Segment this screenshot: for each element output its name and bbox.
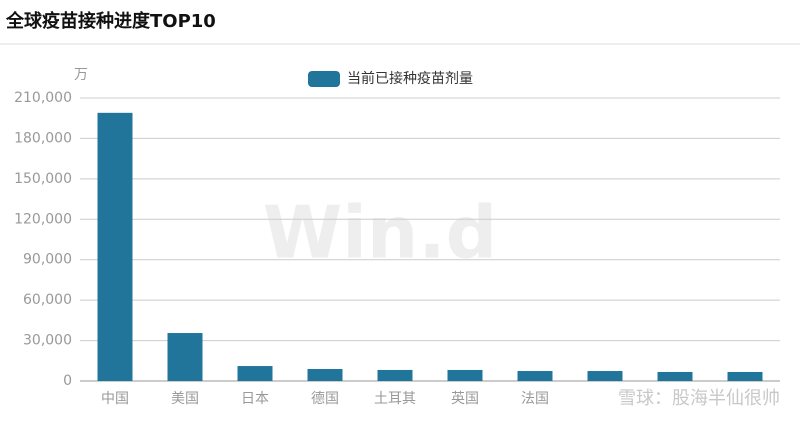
x-tick-label: 中国	[101, 391, 129, 407]
chart-title: 全球疫苗接种进度TOP10	[5, 10, 216, 32]
y-tick-label: 180,000	[14, 130, 72, 146]
x-tick-label: 美国	[171, 391, 199, 407]
x-tick-label: 法国	[521, 391, 549, 407]
y-tick-label: 210,000	[14, 90, 72, 106]
x-tick-label: 德国	[311, 391, 339, 407]
bar	[517, 371, 553, 381]
bar	[167, 333, 203, 381]
bar	[587, 371, 623, 381]
bar	[447, 369, 483, 381]
bar	[377, 369, 413, 381]
y-tick-label: 60,000	[23, 292, 72, 308]
y-tick-label: 120,000	[14, 211, 72, 227]
y-tick-label: 150,000	[14, 171, 72, 187]
legend-swatch	[308, 71, 340, 87]
y-tick-label: 0	[63, 373, 72, 389]
bar	[727, 371, 763, 381]
x-tick-label: 英国	[451, 390, 479, 407]
y-tick-label: 30,000	[23, 333, 72, 349]
bar	[307, 369, 343, 381]
x-tick-label: 土耳其	[374, 391, 416, 407]
legend-label: 当前已接种疫苗剂量	[347, 70, 473, 87]
watermark: 雪球：股海半仙很帅	[618, 388, 780, 409]
bar	[237, 366, 273, 381]
y-tick-label: 90,000	[23, 252, 72, 268]
bar	[97, 112, 133, 382]
watermark: Win.d	[263, 191, 497, 275]
x-tick-label: 日本	[241, 391, 269, 407]
y-unit: 万	[74, 67, 88, 83]
bar	[657, 371, 693, 381]
